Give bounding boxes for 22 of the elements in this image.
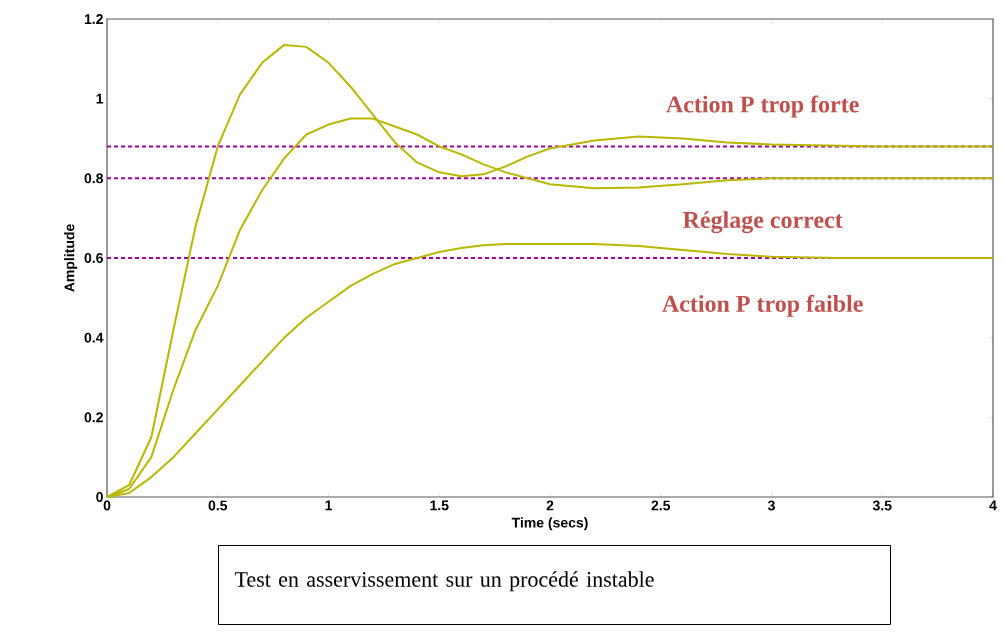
- y-tick-label: 0: [96, 492, 103, 502]
- annotation: Réglage correct: [682, 211, 843, 234]
- x-tick-label: 0.5: [208, 500, 228, 511]
- x-tick-label: 0: [103, 500, 111, 511]
- y-tick-label: 1.2: [84, 14, 103, 24]
- x-axis-title: Time (secs): [511, 517, 588, 531]
- annotation: Action P trop forte: [666, 95, 859, 118]
- y-tick-label: 0.4: [84, 332, 104, 343]
- x-tick-label: 1.5: [430, 500, 449, 511]
- y-tick-label: 1: [96, 93, 104, 104]
- y-tick-label: 0.6: [84, 253, 103, 263]
- x-tick-label: 3.5: [872, 500, 892, 511]
- x-tick-label: 2: [546, 500, 554, 511]
- x-tick-label: 1: [325, 500, 333, 511]
- x-tick-label: 3: [767, 500, 775, 511]
- annotation: Action P trop faible: [662, 294, 863, 317]
- y-tick-label: 0.8: [84, 173, 104, 184]
- y-axis-title: Amplitude: [64, 224, 78, 292]
- y-tick-label: 0.2: [84, 412, 103, 423]
- x-tick-label: 4: [989, 500, 997, 511]
- x-tick-label: 2.5: [651, 500, 671, 511]
- text: Test en asservissement sur un procédé instable: [234, 571, 654, 592]
